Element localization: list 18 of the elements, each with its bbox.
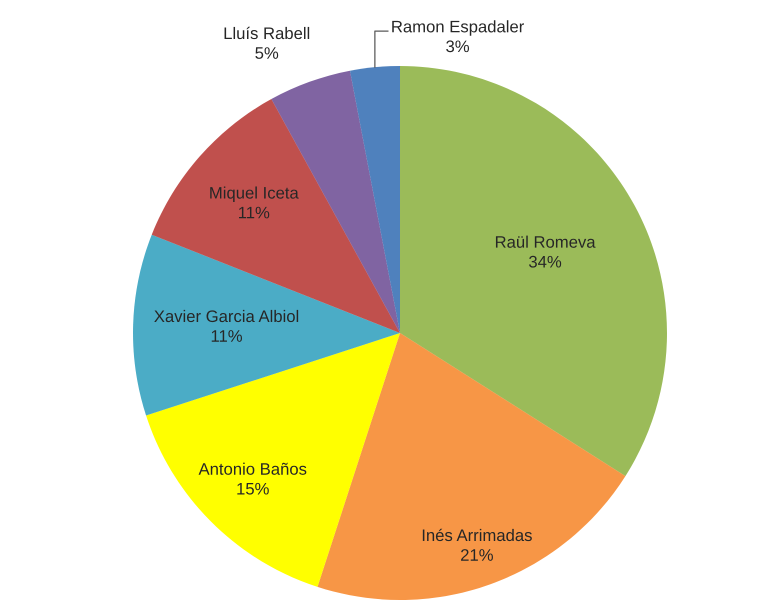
slice-label: Inés Arrimadas bbox=[422, 528, 532, 542]
slice-label: Lluís Rabell bbox=[224, 26, 310, 40]
slice-label: Ramon Espadaler bbox=[392, 20, 524, 36]
pie-slice bbox=[133, 234, 400, 416]
data-label: 34% bbox=[529, 256, 562, 268]
pie-slice bbox=[317, 333, 626, 600]
slice-label: Xavier Garcia Albiol bbox=[154, 310, 298, 322]
data-label: 11% bbox=[239, 206, 270, 218]
slice-label: Antonio Baños bbox=[198, 462, 306, 475]
pie-slice bbox=[400, 66, 667, 476]
data-label: 15% bbox=[237, 482, 269, 495]
slice-label: Miquel Iceta bbox=[210, 186, 299, 202]
data-label: 21% bbox=[461, 549, 493, 561]
data-label: 5% bbox=[255, 47, 278, 59]
data-label: 11% bbox=[212, 330, 242, 342]
data-label: 3% bbox=[446, 40, 470, 52]
pie-slice bbox=[350, 66, 400, 333]
slice-label: Raül Romeva bbox=[496, 236, 596, 248]
